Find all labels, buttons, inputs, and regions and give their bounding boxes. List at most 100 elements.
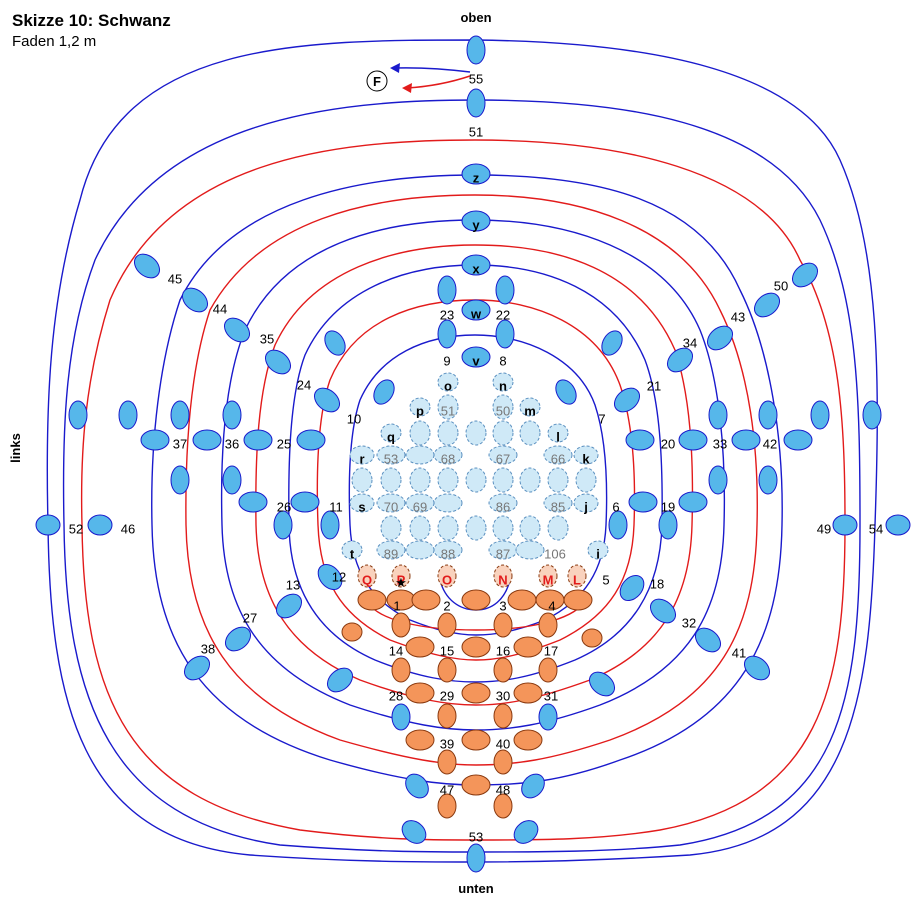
bead — [405, 445, 435, 465]
bead-label: 23 — [440, 307, 454, 322]
bead-label: 26 — [277, 499, 291, 514]
bead — [273, 510, 293, 540]
bead — [783, 429, 813, 451]
bead-label: 68 — [441, 451, 455, 466]
bead — [170, 465, 190, 495]
bead — [133, 253, 161, 279]
bead — [666, 347, 694, 373]
bead — [543, 445, 573, 465]
bead — [513, 820, 539, 844]
bead — [405, 682, 435, 704]
bead — [437, 793, 457, 819]
bead-label: 11 — [329, 499, 343, 514]
bead-label: 13 — [286, 577, 300, 592]
bead — [409, 515, 431, 541]
bead — [513, 682, 543, 704]
bead-label: P — [397, 572, 406, 587]
bead — [341, 540, 363, 560]
bead-label: 2 — [443, 598, 450, 613]
bead — [405, 540, 435, 560]
bead — [192, 429, 222, 451]
bead-label: m — [524, 403, 536, 418]
bead — [743, 655, 771, 681]
bead-label: 55 — [469, 71, 483, 86]
bead — [543, 493, 573, 513]
bead — [391, 612, 411, 638]
bead-label: 38 — [201, 641, 215, 656]
bead — [264, 349, 292, 375]
thread-path — [348, 334, 608, 636]
bead — [437, 275, 457, 305]
bead — [547, 467, 569, 493]
bead — [405, 636, 435, 658]
bead — [694, 627, 722, 653]
bead-label: 51 — [469, 124, 483, 139]
bead — [495, 275, 515, 305]
star-icon: ★ — [395, 575, 407, 590]
bead — [708, 465, 728, 495]
bead — [326, 667, 354, 693]
bead — [461, 210, 491, 232]
bead — [488, 445, 518, 465]
bead — [658, 510, 678, 540]
bead-label: 67 — [496, 451, 510, 466]
bead — [862, 400, 882, 430]
bead — [573, 445, 599, 465]
bead — [405, 773, 429, 799]
bead-label: 66 — [551, 451, 565, 466]
bead-label: 15 — [440, 643, 454, 658]
bead — [87, 514, 113, 536]
bead-label: 24 — [297, 377, 311, 392]
bead-label: 33 — [713, 436, 727, 451]
bead — [613, 387, 641, 413]
bead — [461, 163, 491, 185]
bead — [678, 429, 708, 451]
bead — [513, 636, 543, 658]
thread-path — [185, 194, 758, 766]
bead — [461, 299, 491, 321]
bead — [515, 540, 545, 560]
bead-label: 51 — [441, 403, 455, 418]
bead-label: 47 — [440, 782, 454, 797]
thread-path — [367, 602, 585, 631]
bead — [466, 843, 486, 873]
bead — [461, 254, 491, 276]
bead — [601, 330, 623, 356]
bead — [433, 540, 463, 560]
bead-label: s — [358, 499, 365, 514]
bead — [581, 628, 603, 648]
bead-label: 89 — [384, 546, 398, 561]
bead — [223, 317, 251, 343]
bead — [507, 589, 537, 611]
bead-label: 25 — [277, 436, 291, 451]
bead — [324, 330, 346, 356]
bead-label: 42 — [763, 436, 777, 451]
bead-label: o — [444, 378, 452, 393]
bead — [493, 657, 513, 683]
bead — [625, 429, 655, 451]
bead-label: 86 — [496, 499, 510, 514]
bead-label: 43 — [731, 309, 745, 324]
bead — [391, 703, 411, 731]
bead-label: z — [473, 170, 480, 185]
bead-label: 40 — [496, 736, 510, 751]
bead — [466, 88, 486, 118]
bead — [492, 372, 514, 392]
bead — [492, 394, 514, 420]
bead-label: 8 — [499, 353, 506, 368]
bead — [376, 493, 406, 513]
bead — [118, 400, 138, 430]
bead — [275, 593, 303, 619]
bead — [437, 564, 457, 588]
bead — [492, 467, 514, 493]
bead-label: 32 — [682, 615, 696, 630]
bead-label: 50 — [774, 278, 788, 293]
bead-label: 21 — [647, 378, 661, 393]
bead-label: 10 — [347, 411, 361, 426]
bead-label: 88 — [441, 546, 455, 561]
bead-label: 31 — [544, 688, 558, 703]
bead-label: 50 — [496, 403, 510, 418]
bead — [391, 657, 411, 683]
bead-label: 39 — [440, 736, 454, 751]
